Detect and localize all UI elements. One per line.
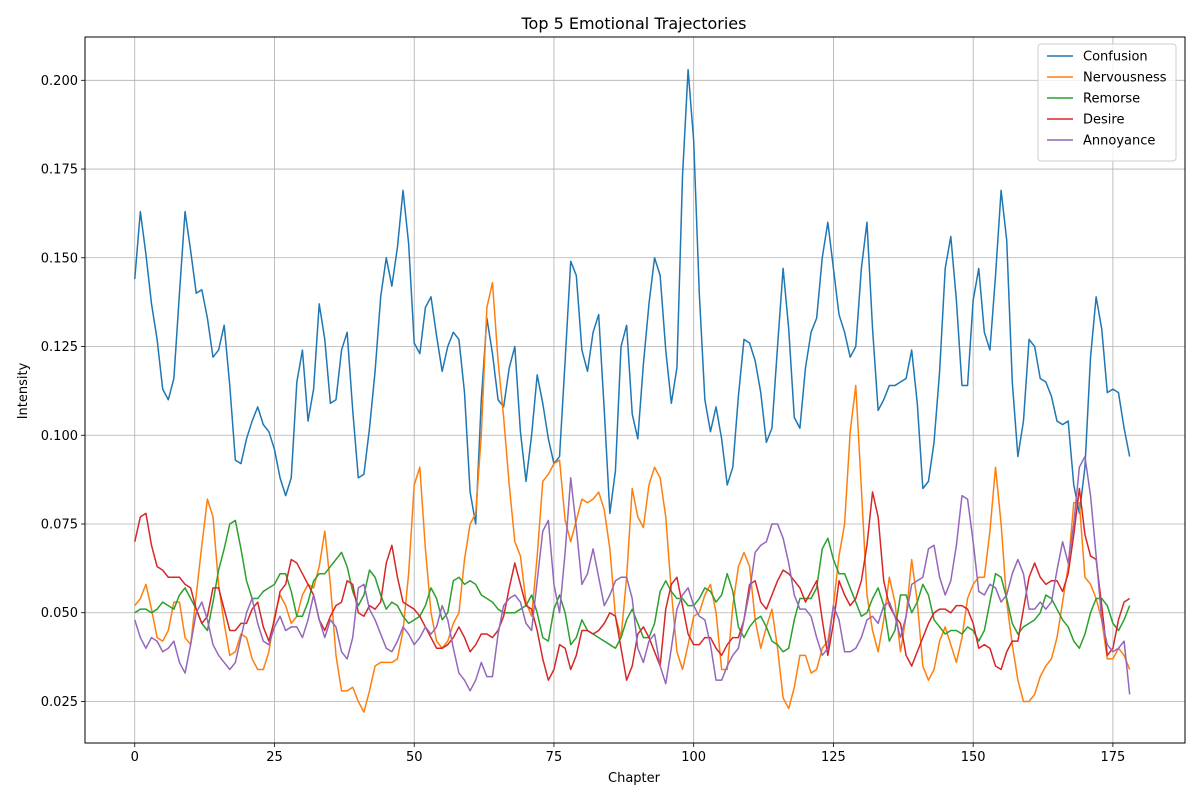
- plot-frame: [84, 36, 1186, 744]
- x-tick-label: 75: [546, 750, 563, 765]
- y-tick-label: 0.175: [41, 163, 78, 178]
- y-tick-label: 0.025: [41, 695, 78, 710]
- legend-label-remorse: Remorse: [1083, 92, 1140, 107]
- y-tick-label: 0.125: [41, 340, 78, 355]
- legend-label-desire: Desire: [1083, 113, 1124, 128]
- y-tick-label: 0.100: [41, 429, 78, 444]
- legend: Confusion Nervousness Remorse Desire Annoyan…: [1037, 43, 1177, 162]
- legend-box: [1037, 43, 1177, 162]
- x-tick-label: 150: [961, 750, 986, 765]
- axis-ticks: 0 25 50 75 100 125 150 175 0.025 0.050 0.075 0.100 0…: [41, 74, 1126, 765]
- grid: [85, 37, 1185, 743]
- y-tick-label: 0.150: [41, 251, 78, 266]
- series-line-annoyance: [134, 455, 1131, 695]
- series-line-confusion: [134, 68, 1131, 525]
- legend-label-confusion: Confusion: [1083, 50, 1148, 65]
- series-line-remorse: [134, 519, 1131, 653]
- chart-title: Top 5 Emotional Trajectories: [521, 14, 747, 33]
- series-line-nervousness: [134, 281, 1131, 713]
- y-axis-label: Intensity: [16, 362, 31, 419]
- legend-label-nervousness: Nervousness: [1083, 71, 1167, 86]
- series-lines: [134, 68, 1131, 713]
- x-tick-label: 0: [131, 750, 139, 765]
- y-tick-label: 0.050: [41, 606, 78, 621]
- x-tick-label: 175: [1100, 750, 1125, 765]
- x-axis-label: Chapter: [608, 771, 661, 786]
- legend-label-annoyance: Annoyance: [1083, 134, 1155, 149]
- x-tick-label: 50: [406, 750, 423, 765]
- y-tick-label: 0.075: [41, 517, 78, 532]
- x-tick-label: 25: [266, 750, 283, 765]
- x-tick-label: 125: [821, 750, 846, 765]
- series-line-desire: [134, 487, 1131, 681]
- x-tick-label: 100: [681, 750, 706, 765]
- y-tick-label: 0.200: [41, 74, 78, 89]
